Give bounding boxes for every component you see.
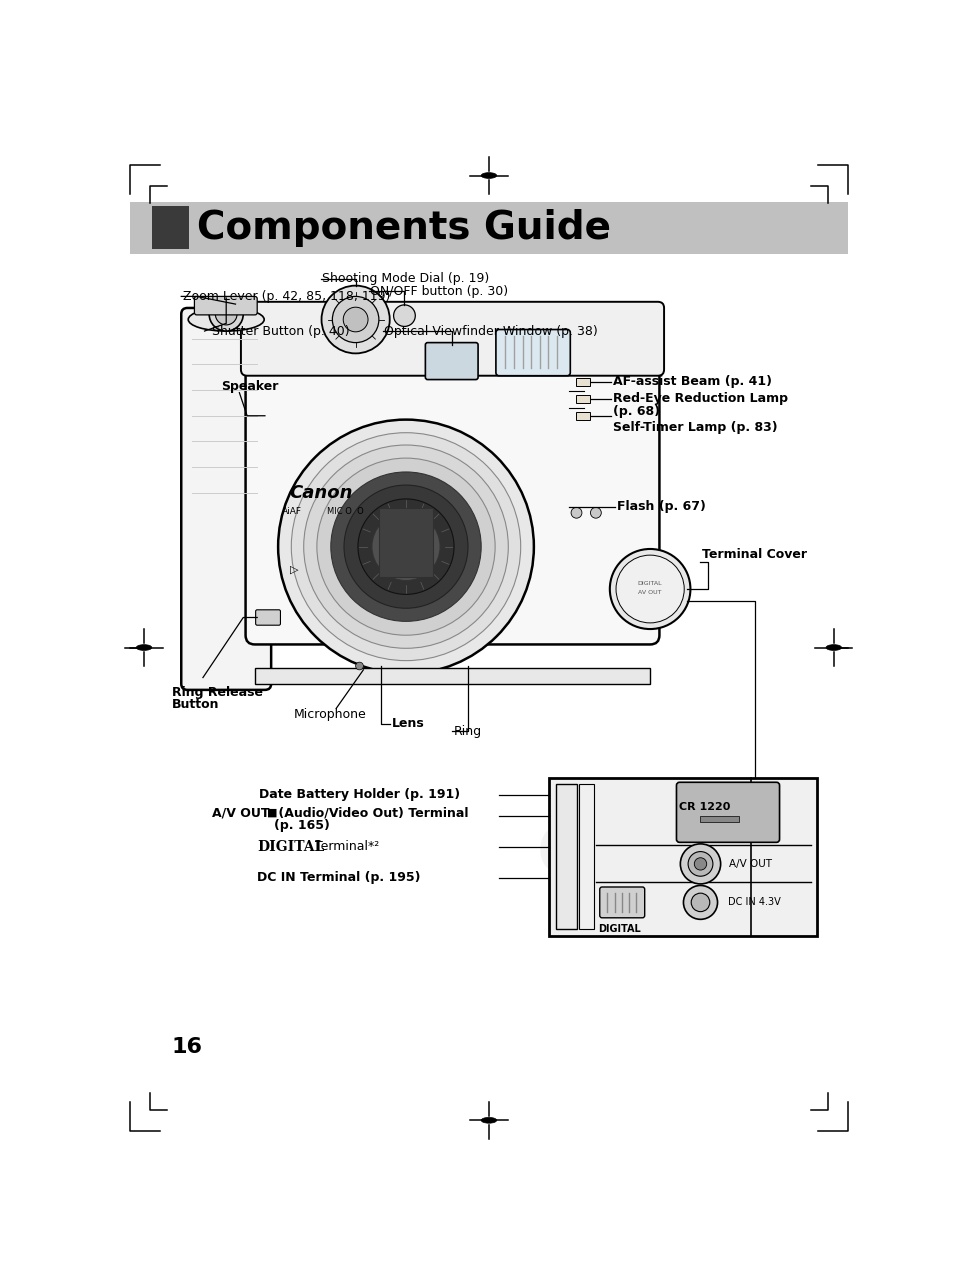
Text: Lens: Lens (392, 717, 424, 730)
Text: Button: Button (172, 698, 219, 711)
Text: Date Battery Holder (p. 191): Date Battery Holder (p. 191) (258, 788, 459, 801)
Text: Flash (p. 67): Flash (p. 67) (617, 500, 705, 513)
Bar (700, 816, 739, 822)
Circle shape (215, 303, 236, 325)
Circle shape (682, 885, 717, 920)
Text: A/V OUT: A/V OUT (728, 858, 771, 869)
Circle shape (355, 662, 363, 670)
Bar (549, 777, 816, 935)
Text: Microphone: Microphone (294, 708, 366, 721)
Text: Ring Release: Ring Release (172, 686, 263, 699)
Circle shape (357, 499, 454, 594)
Text: Speaker: Speaker (221, 380, 278, 393)
FancyBboxPatch shape (245, 318, 659, 644)
Circle shape (331, 472, 480, 621)
Text: DC IN Terminal (p. 195): DC IN Terminal (p. 195) (257, 871, 420, 884)
FancyBboxPatch shape (255, 609, 280, 625)
Bar (378, 508, 433, 577)
Bar (578, 784, 594, 929)
Ellipse shape (136, 644, 152, 650)
Text: 16: 16 (172, 1037, 203, 1057)
Circle shape (687, 852, 712, 876)
Bar (152, 207, 189, 249)
Text: (p. 165): (p. 165) (274, 819, 330, 831)
Circle shape (321, 286, 390, 353)
Circle shape (394, 305, 415, 326)
Text: Optical Viewfinder Window (p. 38): Optical Viewfinder Window (p. 38) (384, 325, 598, 337)
Bar (555, 784, 577, 929)
Bar (576, 412, 590, 420)
Text: AV OUT: AV OUT (638, 590, 661, 595)
Circle shape (694, 858, 706, 870)
Circle shape (571, 507, 581, 518)
Text: COPY: COPY (223, 509, 603, 630)
Circle shape (384, 525, 427, 568)
Circle shape (691, 893, 709, 912)
Circle shape (590, 507, 600, 518)
Bar (254, 668, 649, 684)
FancyBboxPatch shape (425, 343, 477, 380)
Text: Canon: Canon (290, 484, 353, 502)
FancyBboxPatch shape (181, 308, 271, 690)
Circle shape (616, 556, 683, 622)
Bar (130, 201, 847, 254)
Ellipse shape (188, 308, 264, 331)
Text: AF-assist Beam (p. 41): AF-assist Beam (p. 41) (612, 376, 771, 389)
Text: Self-Timer Lamp (p. 83): Self-Timer Lamp (p. 83) (612, 421, 777, 434)
Circle shape (291, 432, 520, 661)
Text: COPY: COPY (537, 821, 740, 888)
Ellipse shape (825, 644, 841, 650)
FancyBboxPatch shape (241, 302, 663, 376)
Circle shape (609, 549, 690, 629)
Text: AiAF: AiAF (282, 507, 302, 516)
Text: CR 1220: CR 1220 (678, 802, 729, 812)
Text: Shutter Button (p. 40): Shutter Button (p. 40) (204, 325, 350, 337)
Circle shape (316, 458, 495, 635)
Text: DIGITAL: DIGITAL (257, 840, 324, 854)
Text: DC IN 4.3V: DC IN 4.3V (727, 897, 780, 907)
Text: (Audio/Video Out) Terminal: (Audio/Video Out) Terminal (274, 807, 468, 820)
FancyBboxPatch shape (676, 783, 779, 843)
Circle shape (344, 485, 468, 608)
Text: Red-Eye Reduction Lamp: Red-Eye Reduction Lamp (612, 393, 787, 405)
Ellipse shape (480, 1117, 497, 1123)
Circle shape (679, 844, 720, 884)
Ellipse shape (480, 173, 497, 178)
Circle shape (209, 298, 243, 331)
Text: DIGITAL: DIGITAL (638, 581, 661, 586)
Text: Terminal Cover: Terminal Cover (701, 548, 806, 561)
Text: Components Guide: Components Guide (196, 209, 610, 246)
Text: Zoom Lever (p. 42, 85, 118, 119): Zoom Lever (p. 42, 85, 118, 119) (183, 290, 390, 303)
Circle shape (395, 536, 416, 557)
Circle shape (278, 420, 534, 674)
Bar (576, 395, 590, 403)
Text: ▷: ▷ (290, 565, 298, 575)
Text: MIC O  O: MIC O O (327, 507, 363, 516)
FancyBboxPatch shape (194, 296, 257, 314)
Text: DIGITAL: DIGITAL (598, 924, 639, 934)
Text: ■: ■ (266, 808, 276, 819)
Circle shape (303, 445, 508, 648)
Text: Ring: Ring (454, 725, 481, 738)
Circle shape (343, 307, 368, 332)
Text: Shooting Mode Dial (p. 19): Shooting Mode Dial (p. 19) (322, 272, 489, 285)
Circle shape (372, 513, 439, 580)
Circle shape (332, 296, 378, 343)
Text: Terminal*²: Terminal*² (311, 840, 379, 853)
Text: (p. 68): (p. 68) (612, 404, 659, 418)
Text: A/V OUT: A/V OUT (212, 807, 270, 820)
FancyBboxPatch shape (496, 330, 570, 376)
Bar (576, 378, 590, 386)
Text: ON/OFF button (p. 30): ON/OFF button (p. 30) (370, 285, 508, 298)
FancyBboxPatch shape (599, 887, 644, 917)
